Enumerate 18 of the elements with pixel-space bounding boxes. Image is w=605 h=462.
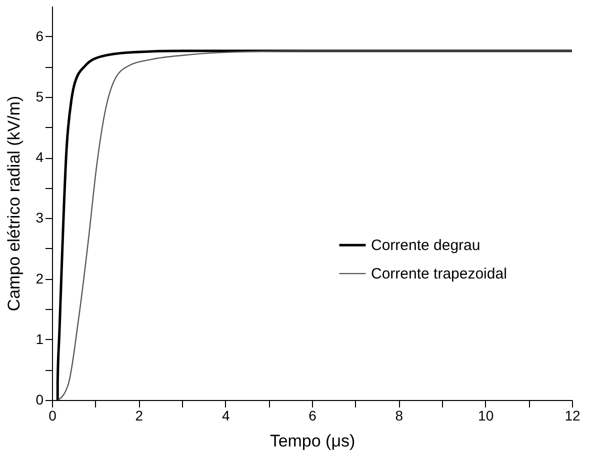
y-tick-label: 2 [36,270,44,286]
y-tick-label: 4 [36,149,44,166]
y-tick-label: 5 [36,88,44,104]
x-tick-label: 8 [395,408,404,424]
x-tick-label: 12 [564,408,580,424]
x-axis-title: Tempo (μs) [270,432,356,450]
x-tick-label: 4 [222,408,230,424]
x-tick-label: 6 [308,408,317,424]
x-tick-label: 2 [135,408,144,424]
y-tick-label: 6 [36,28,44,44]
legend-label: Corrente trapezoidal [371,266,507,283]
y-tick-label: 3 [36,210,44,226]
y-axis-title: Campo elétrico radial (kV/m) [4,96,24,312]
x-tick-label: 0 [48,408,57,424]
y-tick-label: 0 [36,392,44,408]
x-tick-label: 10 [478,408,494,424]
legend-label: Corrente degrau [371,237,480,254]
y-tick-label: 1 [36,330,44,347]
